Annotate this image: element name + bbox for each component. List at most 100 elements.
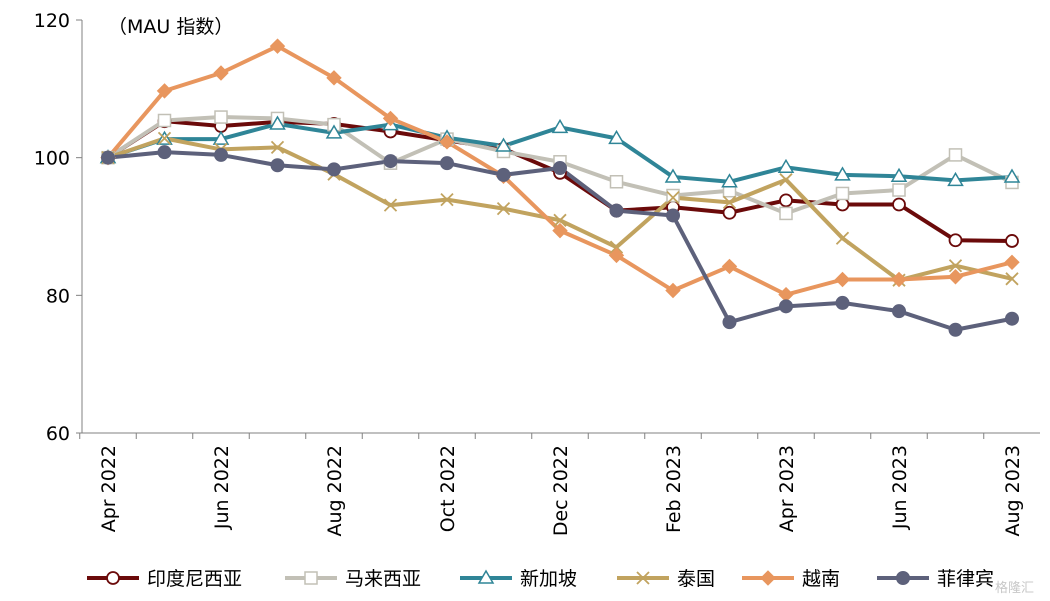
data-point	[779, 193, 793, 208]
data-point	[609, 175, 624, 189]
data-point	[214, 110, 228, 124]
data-point	[892, 304, 906, 319]
data-point	[721, 258, 738, 275]
x-tick-label: Aug 2022	[324, 445, 346, 537]
data-point	[609, 203, 624, 218]
data-point	[666, 208, 680, 223]
legend-label: 越南	[802, 568, 840, 590]
data-point	[101, 150, 115, 165]
legend-marker	[760, 570, 776, 586]
data-point	[722, 205, 737, 220]
data-point	[383, 198, 398, 212]
x-tick-label: Apr 2023	[776, 445, 798, 532]
data-point	[891, 271, 907, 288]
data-point	[269, 38, 286, 54]
y-tick-label: 60	[46, 423, 70, 445]
data-point	[721, 173, 738, 188]
legend-marker	[636, 571, 650, 585]
legend-marker	[477, 569, 495, 584]
data-point	[327, 162, 341, 177]
data-point	[1003, 168, 1021, 183]
data-point	[496, 201, 511, 216]
data-point	[495, 137, 512, 152]
data-point	[947, 171, 964, 187]
legend-label: 泰国	[677, 568, 715, 590]
data-point	[383, 154, 398, 169]
x-tick-label: Feb 2023	[663, 445, 685, 533]
data-point	[608, 247, 625, 264]
legend-label: 新加坡	[520, 568, 577, 590]
data-point	[948, 322, 963, 337]
data-point	[779, 206, 793, 221]
data-point	[212, 130, 230, 145]
data-point	[666, 188, 680, 203]
data-point	[382, 110, 399, 127]
series-lines	[106, 44, 1013, 332]
data-point	[779, 299, 793, 314]
x-tick-label: Jun 2023	[889, 445, 911, 530]
x-tick-label: Oct 2022	[437, 445, 459, 532]
data-point	[553, 213, 567, 227]
data-point	[890, 167, 908, 183]
data-point	[270, 140, 285, 154]
data-point	[157, 131, 172, 146]
x-tick-label: Apr 2022	[98, 445, 120, 532]
series-markers	[99, 38, 1021, 337]
data-point	[835, 186, 850, 201]
data-point	[664, 168, 682, 183]
x-tick-label: Jun 2022	[211, 445, 233, 530]
axes	[76, 19, 1040, 439]
legend-marker	[896, 571, 910, 585]
data-point	[157, 145, 172, 160]
data-point	[270, 158, 285, 173]
data-point	[834, 271, 851, 288]
data-point	[834, 166, 851, 181]
y-tick-label: 80	[46, 285, 70, 307]
tick-labels: 60 80 100 120 Apr 2022 Jun 2022 Aug 2022 Oct 20…	[34, 10, 1024, 537]
data-point	[835, 231, 850, 245]
data-point	[948, 233, 963, 248]
data-point	[440, 156, 454, 171]
data-point	[1005, 272, 1019, 286]
data-point	[214, 147, 228, 162]
data-point	[947, 269, 964, 285]
data-point	[439, 134, 455, 150]
y-tick-label: 100	[34, 148, 70, 170]
unit-label: （MAU 指数）	[108, 16, 233, 38]
y-tick-label: 120	[34, 10, 70, 32]
data-point	[892, 197, 906, 212]
data-point	[722, 315, 737, 330]
data-point	[608, 129, 625, 145]
data-point	[722, 195, 737, 210]
x-tick-label: Dec 2022	[550, 445, 572, 536]
x-tick-label: Aug 2023	[1002, 445, 1024, 537]
data-point	[156, 83, 173, 99]
data-point	[440, 193, 454, 207]
data-point	[948, 148, 963, 162]
data-point	[552, 222, 568, 239]
legend: 印度尼西亚 马来西亚 新加坡 泰国 越南 菲律宾	[87, 568, 994, 590]
watermark: 格隆汇	[995, 580, 1034, 596]
data-point	[496, 167, 511, 182]
data-point	[1004, 254, 1020, 271]
legend-label: 菲律宾	[937, 568, 994, 590]
legend-marker	[106, 571, 120, 585]
legend-label: 印度尼西亚	[147, 568, 242, 590]
data-point	[553, 160, 567, 175]
data-point	[213, 65, 229, 81]
data-point	[777, 158, 795, 174]
data-point	[1005, 234, 1019, 248]
data-point	[835, 197, 850, 212]
data-point	[325, 124, 343, 139]
data-point	[835, 295, 850, 310]
data-point	[551, 118, 569, 134]
data-point	[666, 190, 680, 205]
data-point	[892, 183, 906, 197]
data-point	[779, 173, 793, 187]
legend-marker	[304, 571, 318, 585]
legend-label: 马来西亚	[345, 568, 421, 590]
data-point	[1005, 311, 1019, 326]
data-point	[665, 282, 681, 299]
data-point	[269, 115, 286, 130]
